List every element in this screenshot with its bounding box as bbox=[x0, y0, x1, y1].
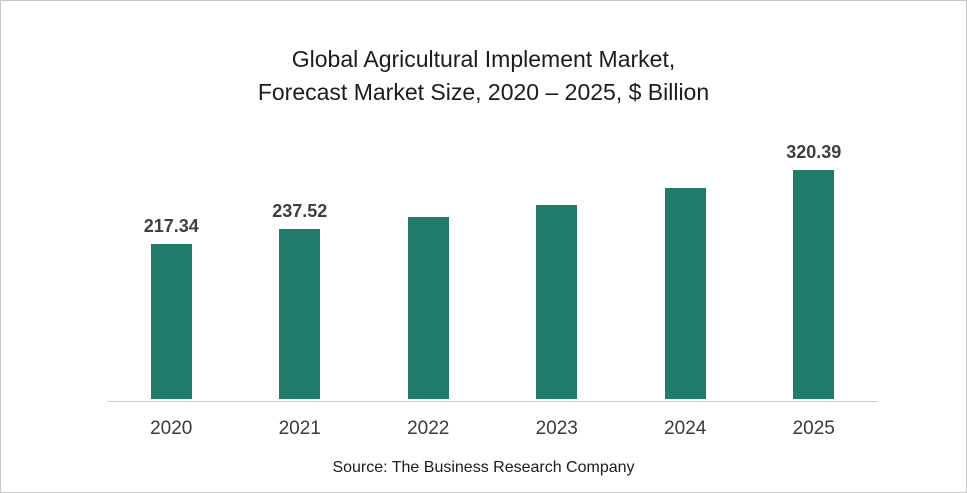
chart-title: Global Agricultural Implement Market, Fo… bbox=[1, 43, 966, 109]
x-tick-label-2024: 2024 bbox=[664, 418, 707, 439]
source-caption: Source: The Business Research Company bbox=[332, 459, 635, 476]
bar-2025 bbox=[793, 170, 835, 399]
chart-title-line-1: Global Agricultural Implement Market, bbox=[291, 46, 676, 72]
x-tick-label-2022: 2022 bbox=[407, 418, 450, 439]
bar-2023 bbox=[536, 205, 578, 399]
x-tick-label-2023: 2023 bbox=[535, 418, 578, 439]
bar-2021 bbox=[279, 229, 321, 399]
x-tick-label-2025: 2025 bbox=[792, 418, 835, 439]
bar-2022 bbox=[407, 217, 449, 399]
data-label-2021: 237.52 bbox=[272, 201, 328, 221]
chart-title-line-2: Forecast Market Size, 2020 – 2025, $ Bil… bbox=[257, 79, 710, 105]
data-label-2025: 320.39 bbox=[786, 142, 842, 162]
bar-2024 bbox=[664, 188, 706, 399]
x-tick-label-2020: 2020 bbox=[150, 418, 193, 439]
bar-2020 bbox=[150, 244, 192, 399]
x-axis-baseline bbox=[107, 401, 878, 402]
data-label-2020: 217.34 bbox=[143, 216, 199, 236]
x-tick-label-2021: 2021 bbox=[278, 418, 321, 439]
